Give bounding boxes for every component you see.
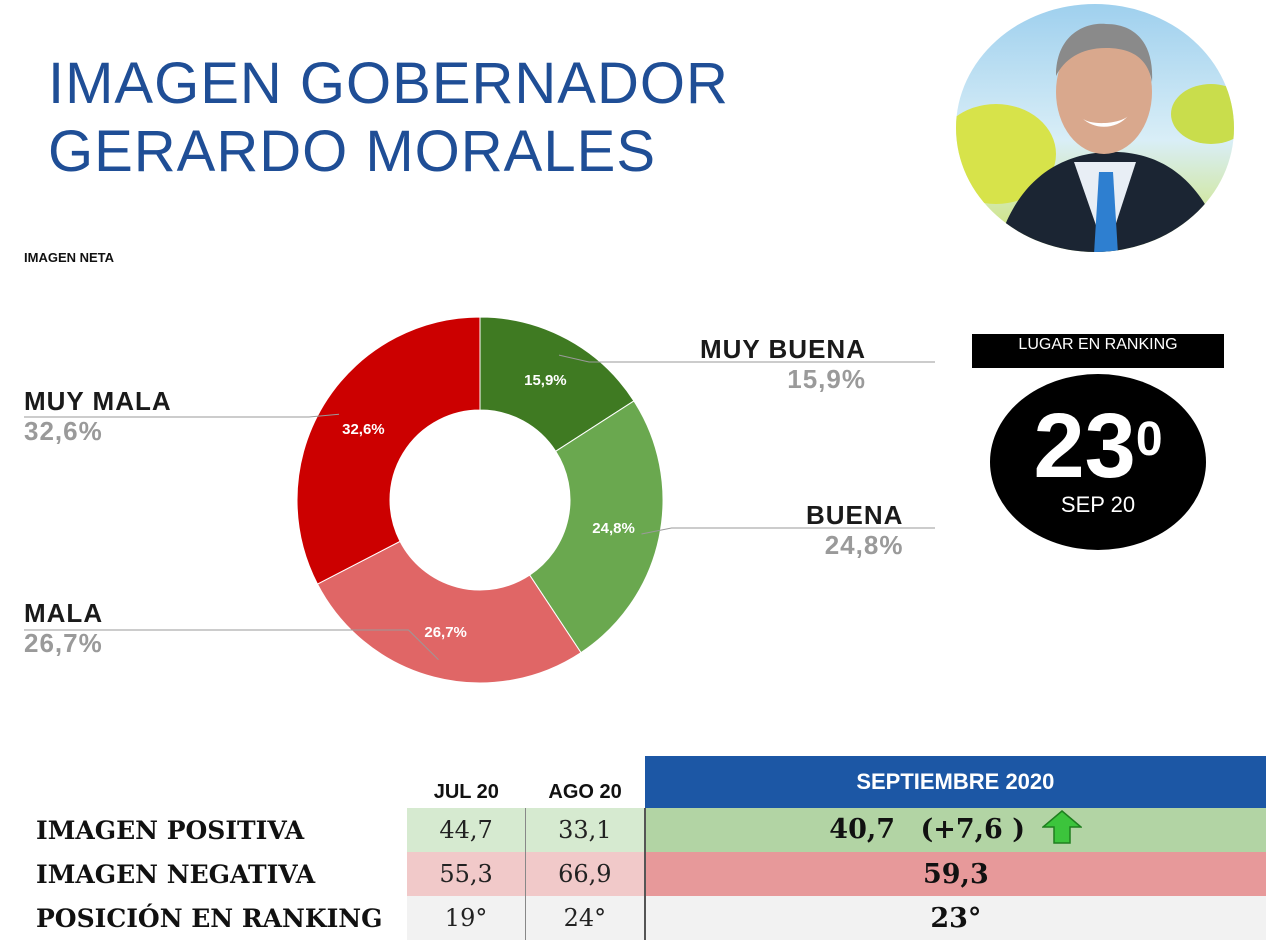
legend-value: 32,6% [24, 416, 172, 446]
sep-value: 40,7 [829, 814, 895, 845]
page-title: IMAGEN GOBERNADOR GERARDO MORALES [48, 50, 729, 186]
cell-ago: 24° [525, 896, 644, 940]
chart-title: IMAGEN NETA [24, 250, 114, 265]
row-label: IMAGEN POSITIVA [30, 808, 407, 852]
cell-jul: 19° [407, 896, 525, 940]
legend-muy-mala: MUY MALA 32,6% [24, 386, 172, 446]
row-label: IMAGEN NEGATIVA [30, 852, 407, 896]
legend-value: 26,7% [24, 628, 103, 658]
slice-value-label: 26,7% [424, 624, 467, 641]
ranking-label: LUGAR EN RANKING [972, 334, 1224, 368]
image-table: JUL 20 AGO 20 SEPTIEMBRE 2020 IMAGEN POS… [30, 752, 1266, 940]
table-row: POSICIÓN EN RANKING 19° 24° 23° [30, 896, 1266, 940]
legend-label: BUENA [806, 500, 903, 530]
legend-label: MUY MALA [24, 386, 172, 416]
title-line-1: IMAGEN GOBERNADOR [48, 50, 729, 118]
title-line-2: GERARDO MORALES [48, 118, 729, 186]
ranking-badge: 230 SEP 20 [990, 374, 1206, 550]
legend-value: 24,8% [806, 530, 903, 560]
ranking-ordinal: 0 [1136, 413, 1163, 466]
sep-value: 59,3 [923, 859, 989, 890]
table-header-row: JUL 20 AGO 20 SEPTIEMBRE 2020 [30, 754, 1266, 808]
legend-label: MUY BUENA [700, 334, 866, 364]
cell-ago: 33,1 [525, 808, 644, 852]
governor-photo [956, 4, 1234, 252]
header-jul: JUL 20 [407, 754, 525, 808]
legend-muy-buena: MUY BUENA 15,9% [700, 334, 866, 394]
donut-slice-muy-mala [297, 317, 480, 584]
slice-value-label: 24,8% [592, 520, 635, 537]
cell-sep: 23° [645, 896, 1266, 940]
cell-sep: 59,3 [645, 852, 1266, 896]
legend-buena: BUENA 24,8% [806, 500, 903, 560]
cell-sep: 40,7 (+7,6 ) [645, 808, 1266, 852]
cell-ago: 66,9 [525, 852, 644, 896]
ranking-number: 23 [1033, 395, 1135, 497]
sep-delta: (+7,6 ) [920, 814, 1025, 845]
header-ago: AGO 20 [525, 754, 644, 808]
ranking-position: 230 [990, 396, 1206, 496]
row-label: POSICIÓN EN RANKING [30, 896, 407, 940]
legend-value: 15,9% [700, 364, 866, 394]
portrait-illustration [956, 4, 1234, 252]
up-arrow-icon [1042, 810, 1082, 851]
slice-value-label: 32,6% [342, 421, 385, 438]
header-septiembre: SEPTIEMBRE 2020 [645, 754, 1266, 808]
table-row: IMAGEN NEGATIVA 55,3 66,9 59,3 [30, 852, 1266, 896]
header-spacer [30, 754, 407, 808]
table-row: IMAGEN POSITIVA 44,7 33,1 40,7 (+7,6 ) [30, 808, 1266, 852]
legend-label: MALA [24, 598, 103, 628]
legend-mala: MALA 26,7% [24, 598, 103, 658]
cell-jul: 44,7 [407, 808, 525, 852]
sep-value: 23° [930, 903, 981, 934]
ranking-date: SEP 20 [990, 492, 1206, 518]
cell-jul: 55,3 [407, 852, 525, 896]
slice-value-label: 15,9% [524, 372, 567, 389]
